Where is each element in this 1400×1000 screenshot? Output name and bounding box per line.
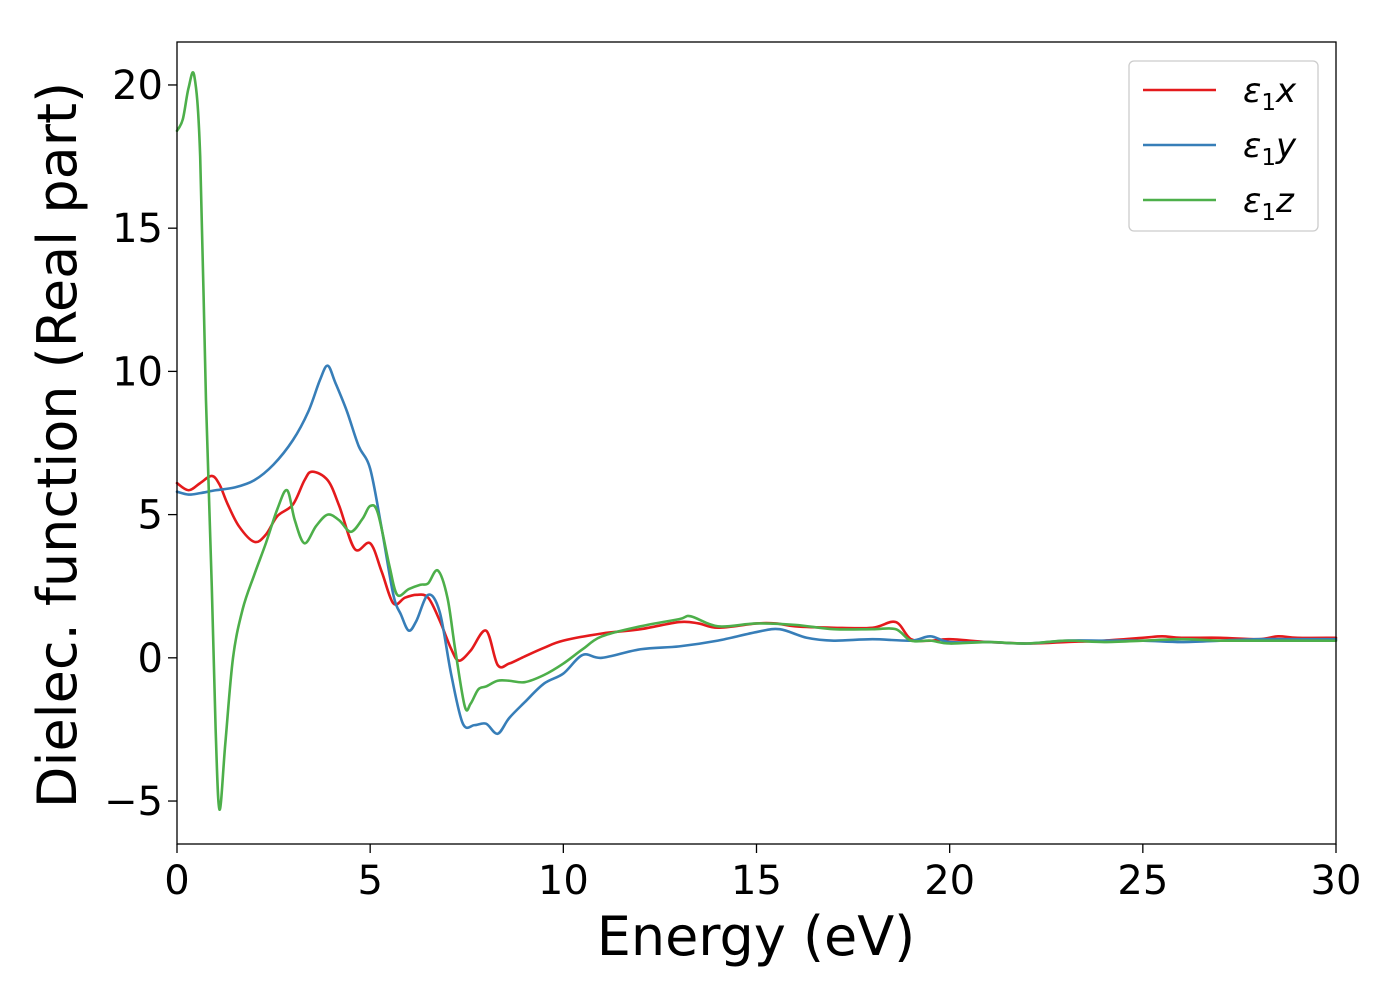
legend: ε1x ε1y ε1z (1128, 60, 1319, 232)
series-line-x (175, 470, 1338, 669)
x-tick-label: 20 (924, 858, 975, 904)
y-tick-label: −5 (104, 779, 163, 825)
x-tick-label: 5 (357, 858, 382, 904)
x-axis-label: Energy (eV) (597, 905, 916, 968)
y-tick-label: 10 (112, 349, 163, 395)
legend-label: ε1y (1243, 126, 1297, 171)
x-tick-label: 30 (1311, 858, 1362, 904)
y-tick-label: 20 (112, 63, 163, 109)
series-line-z (175, 71, 1338, 811)
legend-label: ε1z (1243, 181, 1295, 226)
plot-frame (176, 41, 1337, 845)
x-tick-label: 15 (731, 858, 782, 904)
legend-label: ε1x (1243, 71, 1297, 116)
x-tick-label: 10 (538, 858, 589, 904)
series-line-y (175, 364, 1338, 736)
lines-layer (175, 71, 1338, 811)
x-tick-label: 25 (1117, 858, 1168, 904)
x-tick-label: 0 (164, 858, 189, 904)
y-tick-label: 5 (138, 493, 163, 539)
y-axis-label: Dielec. function (Real part) (26, 82, 89, 808)
y-tick-label: 15 (112, 206, 163, 252)
y-tick-label: 0 (138, 636, 163, 682)
legend-box (1128, 60, 1319, 232)
